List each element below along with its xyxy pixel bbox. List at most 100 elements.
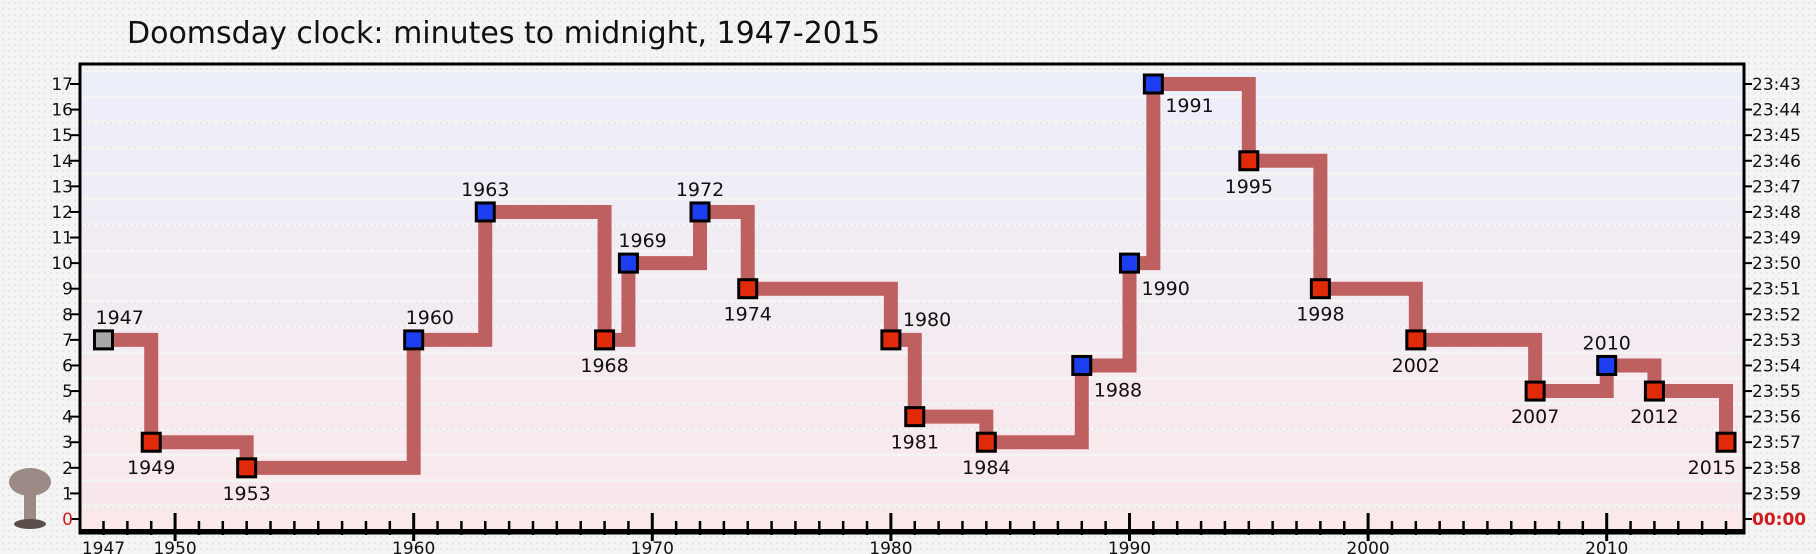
series-line <box>96 77 1733 475</box>
y-tick-label: 7 <box>62 331 73 351</box>
data-point-label: 2010 <box>1583 332 1631 354</box>
data-point-marker <box>594 329 616 351</box>
data-point-marker <box>403 329 425 351</box>
axes: 1947 1950 1960 1970 1980 1990 2000 201017161514… <box>51 75 1806 554</box>
data-point-label: 1953 <box>222 483 270 505</box>
data-point-marker <box>1118 252 1140 274</box>
grid-band <box>80 507 1744 531</box>
data-point-marker <box>93 329 114 351</box>
right-axis-label: 23:58 <box>1752 459 1801 479</box>
data-point-label: 1963 <box>461 179 509 201</box>
data-point-label: 1991 <box>1165 95 1213 117</box>
data-point-label: 2002 <box>1392 355 1440 377</box>
data-point-label: 1949 <box>127 457 175 479</box>
data-point-label: 1998 <box>1296 304 1344 326</box>
right-axis-label: 23:45 <box>1752 126 1801 146</box>
data-point-label: 1947 <box>96 307 144 329</box>
right-axis-label: 23:50 <box>1752 254 1801 274</box>
grid-band <box>80 123 1744 147</box>
data-point-label: 1969 <box>618 230 666 252</box>
data-point-label: 2015 <box>1688 457 1736 479</box>
data-point-label: 1974 <box>724 304 772 326</box>
data-point-label: 2012 <box>1630 406 1678 428</box>
y-tick-label: 8 <box>62 305 73 325</box>
right-axis-label: 23:53 <box>1752 331 1801 351</box>
grid-band <box>80 200 1744 224</box>
data-point-marker <box>1596 354 1618 376</box>
right-axis-label: 23:43 <box>1752 75 1801 95</box>
data-markers <box>93 73 1737 479</box>
data-point-marker <box>737 278 759 300</box>
y-tick-label: 12 <box>51 203 73 223</box>
grid-band <box>80 251 1744 275</box>
y-tick-label: 6 <box>62 356 73 376</box>
right-axis-label: 23:49 <box>1752 229 1801 249</box>
y-tick-label: 11 <box>51 229 73 249</box>
data-point-marker <box>617 252 639 274</box>
right-axis-label: 23:46 <box>1752 152 1801 172</box>
right-axis-label: 23:48 <box>1752 203 1801 223</box>
data-point-marker <box>474 201 496 223</box>
right-axis-label: 23:57 <box>1752 433 1801 453</box>
data-point-marker <box>140 431 162 453</box>
data-point-marker <box>975 431 997 453</box>
data-point-marker <box>904 406 926 428</box>
grid-band <box>80 303 1744 326</box>
data-point-marker <box>1405 329 1427 351</box>
data-point-label: 1990 <box>1141 278 1189 300</box>
grid-band <box>80 72 1744 96</box>
data-point-label: 2007 <box>1511 406 1559 428</box>
data-point-marker <box>1643 380 1665 402</box>
background-bands <box>80 72 1744 531</box>
grid-band <box>80 482 1744 505</box>
data-point-marker <box>1142 73 1164 95</box>
grid-band <box>80 98 1744 121</box>
x-tick-label: 2010 <box>1585 539 1628 554</box>
grid-band <box>80 149 1744 173</box>
grid-band <box>80 277 1744 300</box>
y-tick-label: 16 <box>51 101 73 121</box>
x-tick-label: 1990 <box>1108 539 1151 554</box>
data-point-label: 1968 <box>580 355 628 377</box>
right-axis-label: 23:56 <box>1752 408 1801 428</box>
y-tick-label: 9 <box>62 280 73 300</box>
mushroom-cap <box>9 468 51 496</box>
x-tick-label: 1950 <box>153 539 196 554</box>
y-tick-label: 13 <box>51 177 73 197</box>
data-point-marker <box>880 329 902 351</box>
y-tick-label: 1 <box>62 484 73 504</box>
right-axis-label: 23:44 <box>1752 101 1801 121</box>
y-tick-label: 17 <box>51 75 73 95</box>
data-point-marker <box>1524 380 1546 402</box>
data-point-marker <box>1715 431 1737 453</box>
mushroom-base <box>14 519 46 529</box>
y-tick-label: 3 <box>62 433 73 453</box>
right-axis-label: 23:47 <box>1752 177 1801 197</box>
right-axis-label: 23:55 <box>1752 382 1801 402</box>
x-tick-label: 1970 <box>631 539 674 554</box>
x-tick-label: 1980 <box>869 539 912 554</box>
data-point-label: 1988 <box>1094 379 1142 401</box>
data-point-label: 1984 <box>962 457 1010 479</box>
data-point-marker <box>1071 354 1093 376</box>
right-axis-label: 00:00 <box>1752 510 1806 530</box>
data-point-marker <box>236 457 258 479</box>
grid-band <box>80 456 1744 480</box>
y-tick-label: 15 <box>51 126 73 146</box>
y-tick-label: 5 <box>62 382 73 402</box>
grid-band <box>80 226 1744 249</box>
chart-title: Doomsday clock: minutes to midnight, 194… <box>127 16 880 51</box>
y-tick-label: 0 <box>62 510 73 530</box>
mushroom-stem <box>24 492 36 522</box>
data-point-label: 1972 <box>676 179 724 201</box>
data-point-marker <box>1238 150 1260 172</box>
x-tick-label: 2000 <box>1346 539 1389 554</box>
x-tick-label: 1960 <box>392 539 435 554</box>
y-tick-label: 2 <box>62 459 73 479</box>
step-line <box>96 77 1733 475</box>
data-point-label: 1981 <box>891 432 939 454</box>
data-point-marker <box>689 201 711 223</box>
data-point-label: 1960 <box>406 307 454 329</box>
